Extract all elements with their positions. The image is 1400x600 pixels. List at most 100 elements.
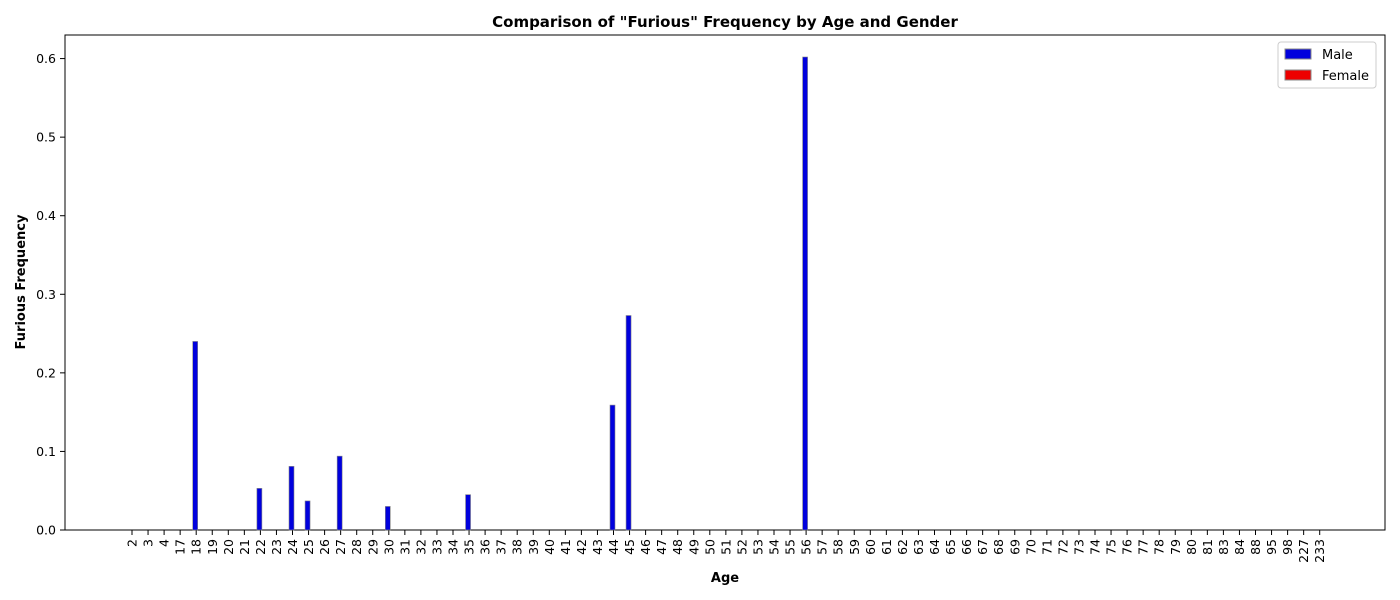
x-tick-label: 2 xyxy=(125,539,140,547)
x-tick-label: 68 xyxy=(991,539,1006,555)
x-tick-label: 33 xyxy=(429,539,444,555)
x-tick-label: 52 xyxy=(734,539,749,555)
x-tick-label: 66 xyxy=(959,539,974,555)
bar-male-24 xyxy=(288,466,295,531)
x-tick-label: 55 xyxy=(783,539,798,555)
x-tick-label: 95 xyxy=(1264,539,1279,555)
x-tick-label: 44 xyxy=(606,539,621,555)
x-tick-label: 51 xyxy=(718,539,733,555)
x-tick-label: 69 xyxy=(1007,539,1022,555)
x-tick-label: 80 xyxy=(1184,539,1199,555)
x-tick-label: 83 xyxy=(1216,539,1231,555)
x-tick-label: 49 xyxy=(686,539,701,555)
x-tick-label: 38 xyxy=(510,539,525,555)
x-tick-label: 75 xyxy=(1104,539,1119,555)
x-tick-label: 17 xyxy=(173,539,188,555)
x-tick-label: 73 xyxy=(1071,539,1086,555)
x-axis-label: Age xyxy=(711,571,739,586)
x-tick-label: 23 xyxy=(269,539,284,555)
x-tick-label: 57 xyxy=(815,539,830,555)
x-tick-label: 81 xyxy=(1200,539,1215,555)
x-tick-label: 79 xyxy=(1168,539,1183,555)
x-tick-label: 74 xyxy=(1088,539,1103,555)
x-tick-label: 40 xyxy=(542,539,557,555)
x-tick-label: 78 xyxy=(1152,539,1167,555)
x-tick-label: 19 xyxy=(205,539,220,555)
x-tick-label: 36 xyxy=(478,539,493,555)
x-tick-label: 35 xyxy=(462,539,477,555)
x-tick-label: 56 xyxy=(799,539,814,555)
x-tick-label: 34 xyxy=(446,539,461,555)
x-tick-label: 88 xyxy=(1248,539,1263,555)
x-tick-label: 27 xyxy=(333,539,348,555)
bar-male-25 xyxy=(304,500,311,531)
y-tick-label: 0.1 xyxy=(36,444,56,459)
x-tick-label: 37 xyxy=(494,539,509,555)
y-tick-label: 0.6 xyxy=(36,51,56,66)
x-tick-label: 41 xyxy=(558,539,573,555)
bar-male-35 xyxy=(465,494,471,531)
x-tick-label: 77 xyxy=(1136,539,1151,555)
x-tick-label: 84 xyxy=(1232,539,1247,555)
y-axis: 0.0 0.1 0.2 0.3 0.4 0.5 0.6 xyxy=(36,51,65,538)
legend-swatch-male xyxy=(1284,48,1312,60)
legend-swatch-female xyxy=(1284,69,1312,81)
x-tick-label: 59 xyxy=(847,539,862,555)
x-tick-label: 67 xyxy=(975,539,990,555)
x-tick-label: 18 xyxy=(189,539,204,555)
x-tick-label: 64 xyxy=(927,539,942,555)
x-tick-label: 54 xyxy=(767,539,782,555)
x-tick-label: 29 xyxy=(365,539,380,555)
x-tick-label: 71 xyxy=(1039,539,1054,555)
x-tick-label: 60 xyxy=(863,539,878,555)
x-tick-label: 24 xyxy=(285,539,300,555)
y-tick-label: 0.0 xyxy=(36,523,56,538)
x-tick-label: 48 xyxy=(670,539,685,555)
chart-title: Comparison of "Furious" Frequency by Age… xyxy=(492,13,958,31)
bar-male-18 xyxy=(192,341,198,531)
bar-male-27 xyxy=(336,455,343,531)
bar-male-44 xyxy=(609,404,616,531)
x-tick-label: 20 xyxy=(221,539,236,555)
x-tick-label: 22 xyxy=(253,539,268,555)
x-tick-label: 61 xyxy=(879,539,894,555)
x-tick-label: 65 xyxy=(943,539,958,555)
bar-male-56 xyxy=(802,56,808,531)
x-tick-label: 32 xyxy=(413,539,428,555)
x-tick-label: 62 xyxy=(895,539,910,555)
y-axis-label: Furious Frequency xyxy=(14,214,29,349)
x-tick-label: 70 xyxy=(1023,539,1038,555)
bar-male-30 xyxy=(384,506,391,531)
x-tick-label: 58 xyxy=(831,539,846,555)
legend-label-female: Female xyxy=(1322,69,1369,84)
x-tick-label: 26 xyxy=(317,539,332,555)
y-tick-label: 0.3 xyxy=(36,287,56,302)
x-tick-label: 3 xyxy=(141,539,156,547)
x-tick-label: 4 xyxy=(157,539,172,547)
x-tick-label: 47 xyxy=(654,539,669,555)
bar-male-45 xyxy=(625,315,632,531)
x-tick-label: 98 xyxy=(1280,539,1295,555)
x-tick-label: 28 xyxy=(349,539,364,555)
x-tick-label: 76 xyxy=(1120,539,1135,555)
x-tick-label: 42 xyxy=(574,539,589,555)
x-tick-label: 46 xyxy=(638,539,653,555)
x-tick-label: 53 xyxy=(750,539,765,555)
y-tick-label: 0.4 xyxy=(36,208,56,223)
x-tick-label: 21 xyxy=(237,539,252,555)
x-tick-label: 50 xyxy=(702,539,717,555)
x-tick-label: 30 xyxy=(381,539,396,555)
bar-male-22 xyxy=(256,488,263,531)
x-tick-label: 72 xyxy=(1055,539,1070,555)
y-tick-label: 0.5 xyxy=(36,130,56,145)
legend-label-male: Male xyxy=(1322,48,1353,63)
bars xyxy=(192,56,808,531)
x-tick-label: 233 xyxy=(1312,539,1327,563)
x-tick-label: 43 xyxy=(590,539,605,555)
y-tick-label: 0.2 xyxy=(36,365,56,380)
plot-area xyxy=(64,34,1386,531)
x-tick-label: 63 xyxy=(911,539,926,555)
legend: Male Female xyxy=(1277,41,1377,89)
x-tick-label: 45 xyxy=(622,539,637,555)
